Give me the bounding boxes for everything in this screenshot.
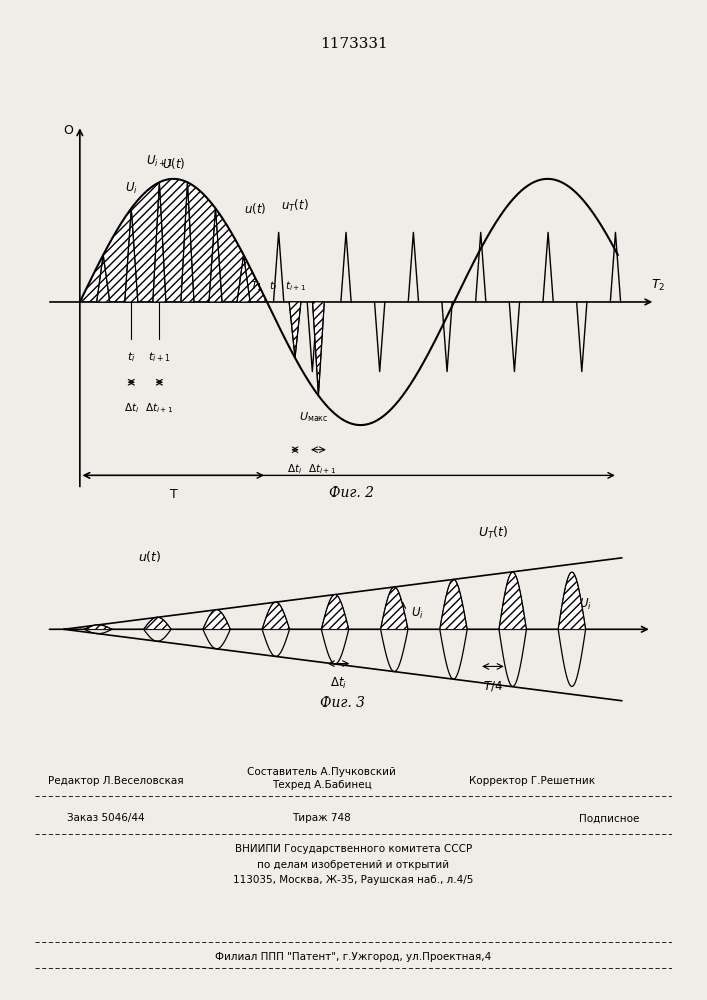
Text: Филиал ППП "Патент", г.Ужгород, ул.Проектная,4: Филиал ППП "Патент", г.Ужгород, ул.Проек… (216, 952, 491, 962)
Text: $U_i$: $U_i$ (125, 180, 138, 196)
Text: $U(t)$: $U(t)$ (162, 156, 185, 171)
Text: $U_i$: $U_i$ (579, 596, 592, 612)
Text: $T_1$: $T_1$ (250, 279, 263, 293)
Text: 113035, Москва, Ж-35, Раушская наб., л.4/5: 113035, Москва, Ж-35, Раушская наб., л.4… (233, 875, 474, 885)
Text: $u(t)$: $u(t)$ (244, 201, 266, 216)
Text: Тираж 748: Тираж 748 (292, 813, 351, 823)
Text: $\Delta t_i$: $\Delta t_i$ (124, 402, 139, 415)
Text: $u_T(t)$: $u_T(t)$ (281, 198, 309, 214)
Text: 1173331: 1173331 (320, 37, 387, 51)
Text: $t_{i+1}$: $t_{i+1}$ (285, 279, 305, 293)
Text: $t_i$: $t_i$ (269, 279, 277, 293)
Text: Редактор Л.Веселовская: Редактор Л.Веселовская (48, 776, 184, 786)
Text: $U_i$: $U_i$ (411, 606, 424, 621)
Text: Составитель А.Пучковский: Составитель А.Пучковский (247, 767, 396, 777)
Text: Заказ 5046/44: Заказ 5046/44 (67, 813, 145, 823)
Text: $u(t)$: $u(t)$ (138, 549, 161, 564)
Text: $t_i$: $t_i$ (127, 350, 136, 364)
Text: $T/4$: $T/4$ (483, 679, 503, 693)
Text: $U_{i+1}$: $U_{i+1}$ (146, 154, 173, 169)
Text: Подписное: Подписное (580, 813, 640, 823)
Text: ВНИИПИ Государственного комитета СССР: ВНИИПИ Государственного комитета СССР (235, 844, 472, 854)
Text: $\Delta t_{i+1}$: $\Delta t_{i+1}$ (308, 463, 337, 476)
Text: $U_T(t)$: $U_T(t)$ (478, 525, 508, 541)
Text: Корректор Г.Решетник: Корректор Г.Решетник (469, 776, 595, 786)
Text: Техред А.Бабинец: Техред А.Бабинец (271, 780, 372, 790)
Text: T: T (170, 488, 177, 501)
Text: $\Delta t_i$: $\Delta t_i$ (330, 676, 347, 691)
Text: $T_2$: $T_2$ (650, 278, 665, 293)
Text: $\Delta t_i$: $\Delta t_i$ (288, 463, 303, 476)
Text: O: O (63, 124, 73, 137)
Text: $t_{i+1}$: $t_{i+1}$ (148, 350, 170, 364)
Text: Фиг. 3: Фиг. 3 (320, 696, 366, 710)
Text: Фиг. 2: Фиг. 2 (329, 486, 374, 500)
Text: $U_{\rm макс}$: $U_{\rm макс}$ (299, 410, 328, 424)
Text: $\Delta t_{i+1}$: $\Delta t_{i+1}$ (146, 402, 173, 415)
Text: по делам изобретений и открытий: по делам изобретений и открытий (257, 860, 450, 870)
